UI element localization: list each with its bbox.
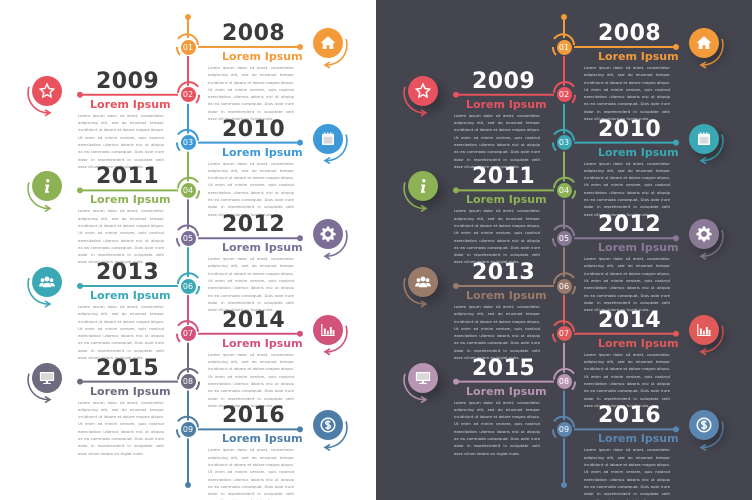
item-description: Lorem ipsum dolor sit amet, consectetur … xyxy=(78,208,164,265)
item-description: Lorem ipsum dolor sit amet, consectetur … xyxy=(584,65,670,122)
gear-icon xyxy=(313,219,343,250)
item-title: Lorem Ipsum xyxy=(598,336,679,350)
year-label: 2016 xyxy=(598,403,662,429)
year-label: 2011 xyxy=(96,164,160,190)
item-description: Lorem ipsum dolor sit amet, consectetur … xyxy=(78,112,164,169)
year-label: 2008 xyxy=(222,21,286,46)
item-title: Lorem Ipsum xyxy=(598,432,679,446)
item-description: Lorem ipsum dolor sit amet, consectetur … xyxy=(454,112,540,169)
monitor-icon xyxy=(32,362,62,393)
item-description: Lorem ipsum dolor sit amet, consectetur … xyxy=(454,304,540,361)
step-number-badge: 09 xyxy=(180,421,196,437)
year-label: 2009 xyxy=(96,68,160,94)
item-title: Lorem Ipsum xyxy=(466,193,547,207)
step-number-badge: 08 xyxy=(556,374,572,390)
step-number-badge: 04 xyxy=(180,182,196,198)
item-title: Lorem Ipsum xyxy=(90,384,171,398)
calendar-icon xyxy=(313,123,343,154)
monitor-icon xyxy=(408,362,438,393)
dark-timeline-panel: 01 2008 Lorem Ipsum Lorem ipsum dolor sit a… xyxy=(376,0,752,500)
item-title: Lorem Ipsum xyxy=(598,241,679,255)
item-description: Lorem ipsum dolor sit amet, consectetur … xyxy=(208,256,294,313)
step-number-badge: 07 xyxy=(180,326,196,342)
item-title: Lorem Ipsum xyxy=(90,193,171,207)
timeline-connectors xyxy=(403,14,724,488)
year-label: 2015 xyxy=(96,355,160,381)
item-title: Lorem Ipsum xyxy=(222,145,303,159)
step-number-badge: 05 xyxy=(556,230,572,246)
year-label: 2009 xyxy=(472,68,536,94)
year-label: 2010 xyxy=(222,116,286,142)
item-title: Lorem Ipsum xyxy=(90,289,171,302)
item-title: Lorem Ipsum xyxy=(222,432,303,446)
item-title: Lorem Ipsum xyxy=(222,50,303,63)
info-icon xyxy=(32,171,62,202)
year-label: 2008 xyxy=(598,21,662,46)
year-label: 2016 xyxy=(222,403,286,429)
step-number-badge: 08 xyxy=(180,374,196,390)
step-number-badge: 03 xyxy=(180,135,196,151)
item-description: Lorem ipsum dolor sit amet, consectetur … xyxy=(208,65,294,122)
item-description: Lorem ipsum dolor sit amet, consectetur … xyxy=(78,399,164,456)
item-title: Lorem Ipsum xyxy=(222,336,303,350)
light-timeline-panel: 01 2008 Lorem Ipsum Lorem ipsum dolor sit a… xyxy=(27,14,348,500)
item-title: Lorem Ipsum xyxy=(466,97,547,111)
home-icon xyxy=(689,28,719,58)
calendar-icon xyxy=(689,123,719,154)
bar-chart-icon xyxy=(313,314,343,345)
year-label: 2013 xyxy=(472,260,536,285)
step-number-badge: 01 xyxy=(180,39,196,55)
item-title: Lorem Ipsum xyxy=(90,97,171,111)
star-icon xyxy=(32,75,62,106)
gear-icon xyxy=(689,219,719,250)
users-icon xyxy=(32,267,62,297)
item-title: Lorem Ipsum xyxy=(222,241,303,255)
info-icon xyxy=(408,171,438,202)
dollar-icon xyxy=(689,410,719,441)
star-icon xyxy=(408,75,438,106)
step-number-badge: 02 xyxy=(556,87,572,103)
item-description: Lorem ipsum dolor sit amet, consectetur … xyxy=(584,447,670,500)
step-number-badge: 03 xyxy=(556,135,572,151)
year-label: 2014 xyxy=(598,307,662,333)
step-number-badge: 01 xyxy=(556,39,572,55)
item-description: Lorem ipsum dolor sit amet, consectetur … xyxy=(208,160,294,217)
timeline-connectors xyxy=(27,14,348,488)
step-number-badge: 06 xyxy=(556,278,572,294)
year-label: 2015 xyxy=(472,355,536,381)
step-number-badge: 04 xyxy=(556,182,572,198)
item-description: Lorem ipsum dolor sit amet, consectetur … xyxy=(584,256,670,313)
year-label: 2013 xyxy=(96,260,160,285)
item-description: Lorem ipsum dolor sit amet, consectetur … xyxy=(454,399,540,456)
item-title: Lorem Ipsum xyxy=(598,145,679,159)
users-icon xyxy=(408,267,438,297)
home-icon xyxy=(313,28,343,58)
item-description: Lorem ipsum dolor sit amet, consectetur … xyxy=(78,304,164,361)
year-label: 2011 xyxy=(472,164,536,190)
item-title: Lorem Ipsum xyxy=(466,289,547,302)
year-label: 2012 xyxy=(222,212,286,238)
step-number-badge: 09 xyxy=(556,421,572,437)
item-description: Lorem ipsum dolor sit amet, consectetur … xyxy=(454,208,540,265)
item-title: Lorem Ipsum xyxy=(598,50,679,63)
step-number-badge: 06 xyxy=(180,278,196,294)
item-title: Lorem Ipsum xyxy=(466,384,547,398)
item-description: Lorem ipsum dolor sit amet, consectetur … xyxy=(208,447,294,500)
year-label: 2010 xyxy=(598,116,662,142)
item-description: Lorem ipsum dolor sit amet, consectetur … xyxy=(584,160,670,217)
step-number-badge: 05 xyxy=(180,230,196,246)
item-description: Lorem ipsum dolor sit amet, consectetur … xyxy=(208,351,294,408)
step-number-badge: 07 xyxy=(556,326,572,342)
year-label: 2012 xyxy=(598,212,662,238)
bar-chart-icon xyxy=(689,314,719,345)
dollar-icon xyxy=(313,410,343,441)
step-number-badge: 02 xyxy=(180,87,196,103)
year-label: 2014 xyxy=(222,307,286,333)
item-description: Lorem ipsum dolor sit amet, consectetur … xyxy=(584,351,670,408)
